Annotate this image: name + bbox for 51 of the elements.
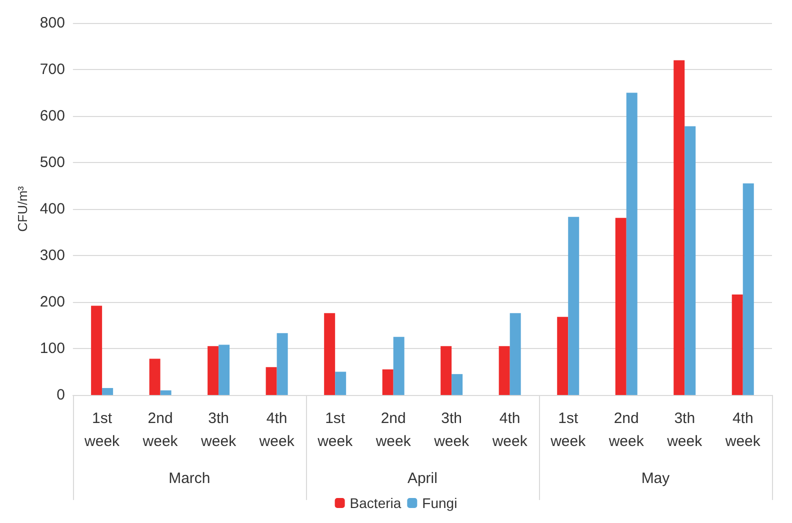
x-tick-label: 2nd week [374,410,412,450]
x-tick-label: 4th week [258,410,295,450]
x-tick-label: 3th week [433,410,470,450]
text: May [641,470,670,487]
y-tick-label: 800 [40,14,65,32]
bar [266,367,277,395]
y-tick-label: 300 [40,247,65,264]
bar [208,346,219,395]
y-tick-label: 0 [56,386,65,404]
x-tick-label: 2nd week [142,410,178,450]
y-tick-label: 400 [40,200,65,218]
bar [684,126,696,395]
x-tick-label: 3th week [200,410,237,450]
x-tick-label: 4th week [491,410,528,450]
y-tick-label: 500 [40,154,65,171]
x-tick-label: 1st week [550,410,586,450]
y-axis-title: CFU/m³ [15,186,30,232]
bar [440,346,452,395]
bar [102,388,114,395]
y-tick-label: 200 [40,294,65,310]
text: March [168,470,210,487]
y-tick-label: 100 [40,340,65,357]
bar [91,306,102,395]
bar [393,336,404,395]
bar [335,372,346,395]
bar [452,374,463,395]
bar [498,346,510,395]
bar [149,358,160,395]
legend-label: Fungi [422,495,458,511]
x-tick-label: 3th week [666,410,703,450]
bar [160,390,172,395]
bar [568,216,580,395]
x-tick-label: 1st week [84,410,120,450]
bar [324,313,336,395]
x-tick-label: 2nd week [608,410,644,450]
bar [742,183,754,395]
bar [510,313,521,395]
bar [626,92,638,395]
y-tick-label: 700 [40,61,65,78]
bar [276,333,288,395]
legend-label: Bacteria [350,495,402,511]
bar [615,218,626,395]
x-tick-label: 1st week [316,410,354,450]
bar [557,316,568,395]
bar [732,294,743,395]
bar [674,60,685,395]
bar [218,344,230,395]
text: April [407,470,438,487]
y-tick-label: 600 [40,108,65,124]
x-tick-label: 4th week [724,410,761,450]
bar [382,369,394,395]
